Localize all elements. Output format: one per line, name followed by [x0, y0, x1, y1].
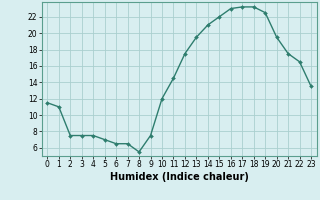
X-axis label: Humidex (Indice chaleur): Humidex (Indice chaleur) [110, 172, 249, 182]
